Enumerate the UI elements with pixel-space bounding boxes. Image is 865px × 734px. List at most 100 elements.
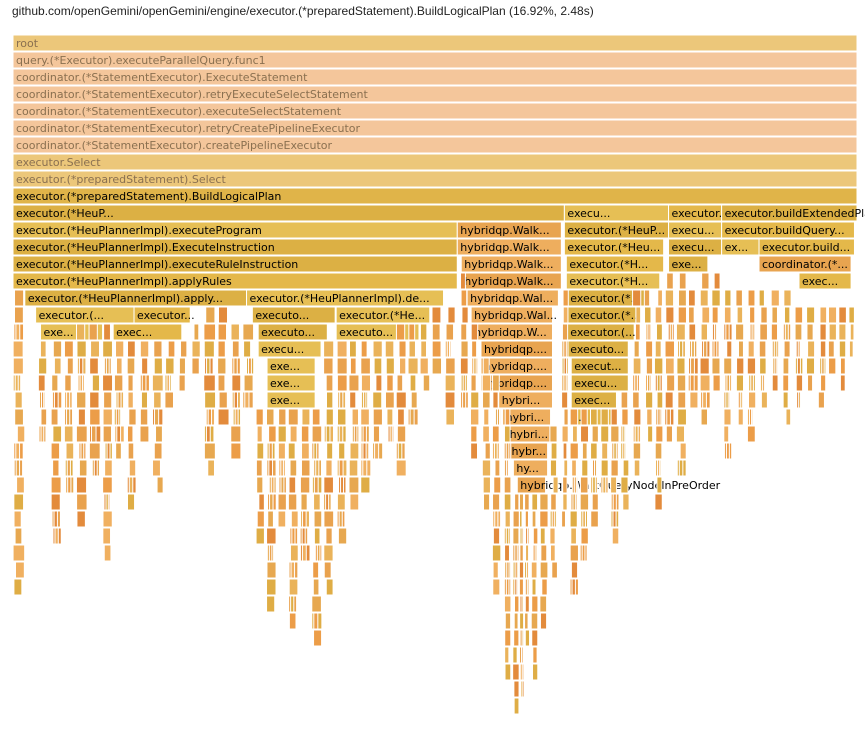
flame-frame[interactable] <box>290 510 299 528</box>
flame-stack[interactable] <box>266 408 277 613</box>
flame-frame[interactable] <box>40 408 48 426</box>
flame-stack[interactable] <box>782 289 792 426</box>
flame-frame[interactable] <box>525 544 530 562</box>
flame-frame[interactable] <box>469 408 480 426</box>
flame-frame[interactable] <box>633 459 641 477</box>
flame-frame[interactable] <box>526 561 530 579</box>
flame-frame[interactable]: hybridqp.Walk...hybridqp.WalkQueryNodeIn… <box>460 272 562 290</box>
flame-frame[interactable] <box>93 459 98 477</box>
flame-frame[interactable] <box>746 357 757 375</box>
flame-stack[interactable] <box>481 357 492 511</box>
flame-frame[interactable] <box>482 476 491 494</box>
flame-frame[interactable] <box>290 595 295 613</box>
flame-stack[interactable] <box>384 340 395 443</box>
flame-frame[interactable]: executo...executor.(*HeuPlannerImpl).dep… <box>335 323 420 341</box>
flame-frame[interactable] <box>711 306 719 324</box>
flame-frame[interactable] <box>267 510 274 528</box>
flame-frame[interactable]: hybridqp.Walk...hybridqp.WalkQueryNodeIn… <box>456 238 562 256</box>
flame-frame[interactable] <box>551 510 556 528</box>
flame-frame[interactable] <box>291 527 296 545</box>
flame-frame[interactable] <box>512 663 520 681</box>
flame-frame[interactable] <box>233 391 238 409</box>
flame-frame[interactable] <box>141 357 149 375</box>
flame-frame[interactable] <box>482 357 490 375</box>
flame-frame[interactable] <box>699 357 710 375</box>
flame-frame[interactable] <box>431 306 442 324</box>
flame-frame[interactable] <box>396 374 404 392</box>
flame-frame[interactable] <box>470 374 477 392</box>
flame-frame[interactable] <box>106 442 111 460</box>
flame-frame[interactable] <box>798 391 802 409</box>
flame-frame[interactable] <box>408 323 416 341</box>
flame-frame[interactable] <box>470 425 478 443</box>
flame-frame[interactable] <box>655 323 663 341</box>
flame-frame[interactable] <box>102 527 112 545</box>
flame-frame[interactable] <box>676 357 686 375</box>
flame-frame[interactable] <box>63 340 74 358</box>
flame-frame[interactable] <box>669 323 674 341</box>
flame-frame[interactable] <box>828 306 838 324</box>
flame-frame[interactable] <box>656 391 664 409</box>
flame-frame[interactable] <box>152 459 161 477</box>
flame-frame[interactable] <box>758 340 767 358</box>
flame-frame[interactable] <box>217 323 228 341</box>
flame-stack[interactable] <box>203 306 217 477</box>
flame-frame[interactable] <box>610 476 618 494</box>
flame-frame[interactable] <box>336 374 348 392</box>
flame-frame[interactable] <box>89 391 100 409</box>
flame-frame[interactable] <box>301 544 307 562</box>
flame-frame[interactable] <box>266 408 275 426</box>
flame-frame[interactable] <box>817 391 825 409</box>
flame-frame[interactable] <box>677 408 687 426</box>
flame-frame[interactable] <box>496 408 501 426</box>
flame-frame[interactable] <box>521 663 525 681</box>
flame-frame[interactable] <box>735 323 745 341</box>
flame-frame[interactable] <box>602 476 607 494</box>
flame-frame[interactable] <box>666 374 676 392</box>
flame-frame[interactable]: executor.buildQuery...executor.buildQuer… <box>721 221 855 239</box>
flame-frame[interactable] <box>656 476 663 494</box>
flame-frame[interactable] <box>794 306 804 324</box>
flame-frame[interactable] <box>38 357 48 375</box>
flame-frame[interactable] <box>128 459 137 477</box>
flame-frame[interactable] <box>15 323 21 341</box>
flame-frame[interactable] <box>336 340 348 358</box>
flame-frame[interactable] <box>782 391 789 409</box>
flame-frame[interactable] <box>326 391 334 409</box>
flame-frame[interactable] <box>471 340 478 358</box>
flame-frame[interactable] <box>325 527 333 545</box>
flame-frame[interactable]: execu...executor.(*HeuPlannerImpl).apply… <box>570 374 629 392</box>
flame-frame[interactable] <box>807 374 814 392</box>
flame-frame[interactable] <box>848 306 855 324</box>
flame-frame[interactable] <box>531 510 537 528</box>
flame-frame[interactable] <box>632 391 640 409</box>
flame-stack[interactable] <box>711 272 721 392</box>
flame-frame[interactable]: executor.(*H...executor.(*HeuPlannerImpl… <box>565 272 661 290</box>
flame-frame[interactable] <box>569 408 579 426</box>
flame-frame[interactable] <box>552 476 559 494</box>
flame-frame[interactable] <box>723 408 732 426</box>
flame-frame[interactable]: executor.(*HeuP...executor.(*HeuPlannerI… <box>563 221 670 239</box>
flame-frame[interactable] <box>751 323 755 341</box>
flame-frame[interactable] <box>524 595 530 613</box>
flame-frame[interactable] <box>127 442 135 460</box>
flame-frame[interactable] <box>153 340 163 358</box>
flame-frame[interactable]: executor.(*HeuPlannerImpl).applyRulesexe… <box>12 272 458 290</box>
flame-stack[interactable] <box>12 289 26 596</box>
flame-frame[interactable] <box>700 408 709 426</box>
flame-frame[interactable] <box>178 357 186 375</box>
flame-frame[interactable] <box>300 459 311 477</box>
flame-frame[interactable] <box>701 306 711 324</box>
flame-frame[interactable] <box>323 561 332 579</box>
flame-frame[interactable] <box>16 476 25 494</box>
flame-stack[interactable] <box>277 408 287 528</box>
flame-stack[interactable] <box>723 289 733 460</box>
flame-frame[interactable] <box>446 340 451 358</box>
flame-frame[interactable] <box>362 459 368 477</box>
flame-frame[interactable] <box>797 340 801 358</box>
flame-stack[interactable] <box>459 272 469 409</box>
flame-frame[interactable] <box>549 459 558 477</box>
flame-frame[interactable] <box>590 510 599 528</box>
flame-frame[interactable] <box>444 374 456 392</box>
flame-stack[interactable] <box>620 391 630 511</box>
